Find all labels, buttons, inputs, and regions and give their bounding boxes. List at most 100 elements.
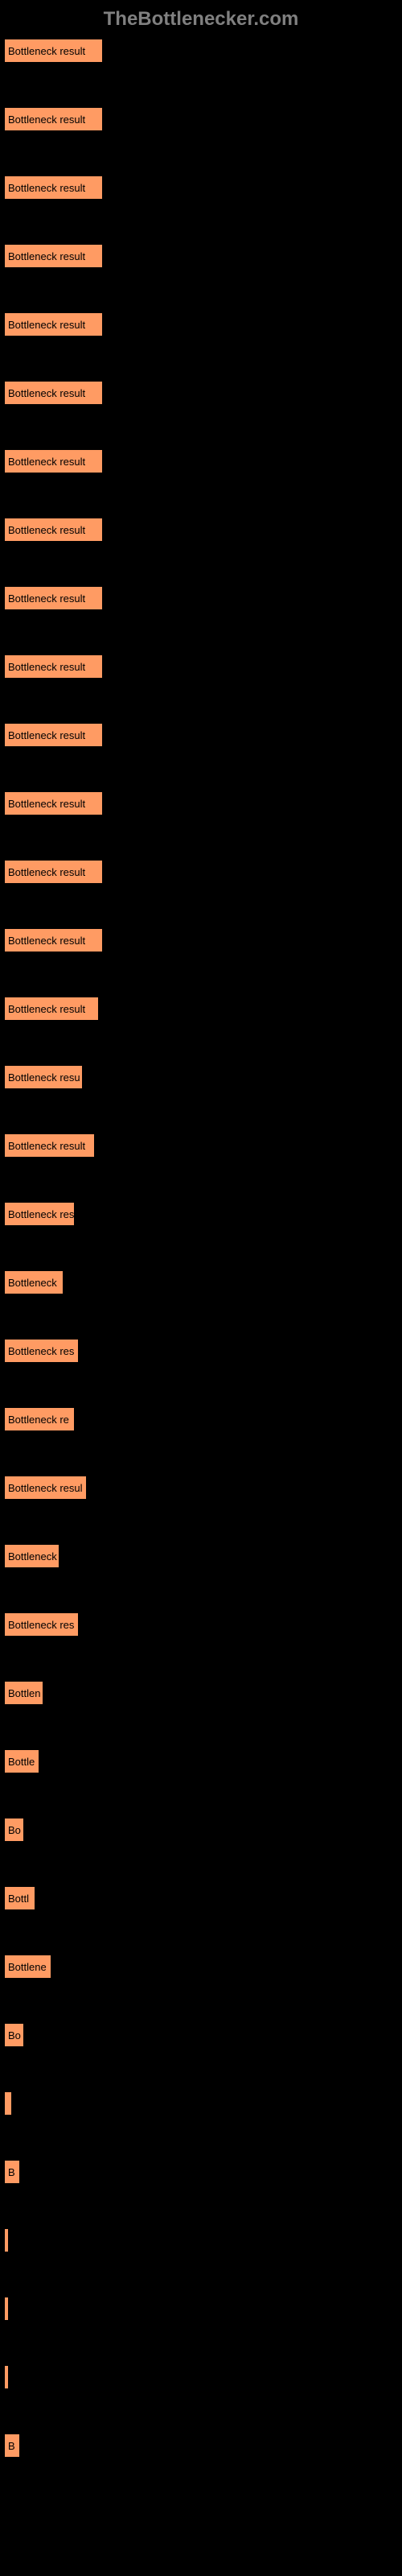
bar-row: Bottleneck <box>4 1544 398 1568</box>
bar-row: Bottleneck result <box>4 518 398 542</box>
bar: Bottleneck resul <box>4 1476 87 1500</box>
bar-label: Bottleneck resul <box>8 1482 83 1494</box>
bar-row: B <box>4 2160 398 2184</box>
bar-row: Bottleneck result <box>4 586 398 610</box>
bar: Bottleneck result <box>4 39 103 63</box>
bar-row <box>4 2228 398 2252</box>
bar-label: Bottleneck result <box>8 387 85 399</box>
bar-row: Bottleneck result <box>4 381 398 405</box>
bar-row: Bottleneck result <box>4 175 398 200</box>
bar-row: Bottleneck result <box>4 791 398 815</box>
bar-row: Bottleneck result <box>4 928 398 952</box>
bar: Bottleneck <box>4 1544 59 1568</box>
bar-label: Bottleneck result <box>8 729 85 741</box>
bar-label: Bottleneck result <box>8 1003 85 1015</box>
bar-label: Bottleneck result <box>8 935 85 947</box>
bar-label: Bottle <box>8 1756 35 1768</box>
bar-row: Bottleneck result <box>4 654 398 679</box>
bar: Bottl <box>4 1886 35 1910</box>
bar-label: Bottleneck result <box>8 114 85 126</box>
bar: Bottleneck result <box>4 107 103 131</box>
bar: Bottleneck result <box>4 381 103 405</box>
bar-row: Bottleneck result <box>4 723 398 747</box>
bar: Bottleneck result <box>4 175 103 200</box>
bar-row: Bottleneck result <box>4 244 398 268</box>
bar-row: Bottleneck re <box>4 1407 398 1431</box>
bar: Bottleneck result <box>4 449 103 473</box>
bar: Bottleneck resu <box>4 1065 83 1089</box>
bar <box>4 2091 12 2116</box>
bar <box>4 2365 9 2389</box>
bar: Bottleneck result <box>4 518 103 542</box>
bar: Bottleneck result <box>4 791 103 815</box>
bar: Bottleneck result <box>4 244 103 268</box>
bar-row: Bottleneck result <box>4 107 398 131</box>
bar: B <box>4 2160 20 2184</box>
bar-row <box>4 2297 398 2321</box>
bar-label: Bottleneck result <box>8 524 85 536</box>
bar-label: Bottleneck result <box>8 319 85 331</box>
bar: B <box>4 2434 20 2458</box>
bar-label: B <box>8 2166 15 2178</box>
bar-row <box>4 2365 398 2389</box>
bar: Bottleneck res <box>4 1339 79 1363</box>
bar-label: Bottlen <box>8 1687 40 1699</box>
bar-label: Bottleneck result <box>8 592 85 605</box>
bar-label: Bottleneck <box>8 1550 57 1563</box>
bar-row: Bottleneck result <box>4 39 398 63</box>
bar-label: Bottleneck result <box>8 45 85 57</box>
bar-chart: Bottleneck result Bottleneck result Bottle… <box>0 39 402 2534</box>
bar: Bottlen <box>4 1681 43 1705</box>
bar-row: Bottl <box>4 1886 398 1910</box>
bar: Bottleneck result <box>4 928 103 952</box>
bar-label: Bottleneck result <box>8 1140 85 1152</box>
bar: Bottleneck result <box>4 860 103 884</box>
header: TheBottlenecker.com <box>0 0 402 39</box>
bar-label: Bottleneck res <box>8 1619 74 1631</box>
bar-row: Bottleneck res <box>4 1339 398 1363</box>
bar: Bottleneck result <box>4 997 99 1021</box>
bar: Bottlene <box>4 1955 51 1979</box>
bar <box>4 2228 9 2252</box>
site-title: TheBottlenecker.com <box>104 8 299 30</box>
bar-label: Bottleneck result <box>8 866 85 878</box>
bar-label: Bottleneck res <box>8 1208 74 1220</box>
bar: Bo <box>4 1818 24 1842</box>
bar-row: Bottle <box>4 1749 398 1773</box>
bar-row: Bottlene <box>4 1955 398 1979</box>
bar-label: Bottleneck resu <box>8 1071 80 1084</box>
bar-row: Bottlen <box>4 1681 398 1705</box>
bar-row: Bo <box>4 1818 398 1842</box>
bar-row: Bottleneck result <box>4 1133 398 1158</box>
bar-label: Bottleneck result <box>8 250 85 262</box>
bar-label: Bottl <box>8 1893 29 1905</box>
bar: Bottleneck result <box>4 654 103 679</box>
bar-row: Bo <box>4 2023 398 2047</box>
bar-row <box>4 2091 398 2116</box>
bar-label: Bo <box>8 1824 21 1836</box>
bar-label: Bottleneck result <box>8 182 85 194</box>
bar-row: Bottleneck result <box>4 449 398 473</box>
bar: Bottleneck result <box>4 312 103 336</box>
bar-row: Bottleneck result <box>4 860 398 884</box>
bar: Bottleneck result <box>4 586 103 610</box>
bar-row: Bottleneck <box>4 1270 398 1294</box>
bar-label: Bottleneck result <box>8 798 85 810</box>
bar: Bottleneck res <box>4 1612 79 1637</box>
bar <box>4 2297 9 2321</box>
bar-label: Bottleneck <box>8 1277 57 1289</box>
bar-row: Bottleneck res <box>4 1202 398 1226</box>
bar: Bottleneck re <box>4 1407 75 1431</box>
bar-label: Bo <box>8 2029 21 2041</box>
bar: Bottleneck <box>4 1270 64 1294</box>
bar: Bo <box>4 2023 24 2047</box>
bar: Bottle <box>4 1749 39 1773</box>
bar-label: Bottleneck re <box>8 1414 69 1426</box>
bar-label: Bottleneck result <box>8 661 85 673</box>
bar-row: Bottleneck result <box>4 312 398 336</box>
bar-row: B <box>4 2434 398 2458</box>
bar-row: Bottleneck resul <box>4 1476 398 1500</box>
bar-label: Bottleneck res <box>8 1345 74 1357</box>
bar-row: Bottleneck res <box>4 1612 398 1637</box>
bar: Bottleneck result <box>4 1133 95 1158</box>
